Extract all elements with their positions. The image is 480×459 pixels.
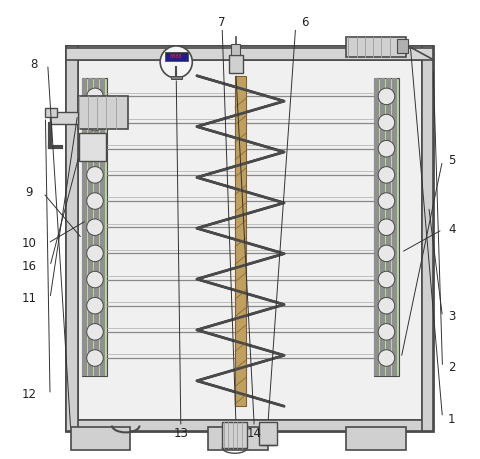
- Text: 12: 12: [22, 388, 37, 401]
- Circle shape: [377, 88, 394, 105]
- Circle shape: [86, 271, 103, 288]
- Text: 6: 6: [300, 17, 308, 29]
- Circle shape: [86, 324, 103, 340]
- Text: 7: 7: [218, 17, 226, 29]
- Bar: [373, 78, 378, 376]
- Bar: [77, 96, 128, 129]
- Circle shape: [86, 193, 103, 209]
- Bar: [88, 78, 93, 376]
- Text: 8: 8: [30, 58, 37, 71]
- Bar: [66, 48, 432, 60]
- Text: 1: 1: [447, 414, 455, 426]
- Text: 16: 16: [22, 260, 37, 273]
- Bar: [396, 39, 407, 53]
- Bar: [258, 422, 276, 445]
- Circle shape: [377, 167, 394, 183]
- Bar: [373, 78, 398, 376]
- Text: 5: 5: [447, 154, 455, 167]
- Text: 9: 9: [25, 186, 33, 199]
- Bar: [222, 422, 247, 448]
- Bar: [345, 427, 405, 450]
- Text: 4: 4: [447, 223, 455, 236]
- Bar: [385, 78, 390, 376]
- Circle shape: [377, 193, 394, 209]
- Text: 2: 2: [447, 361, 455, 374]
- Circle shape: [377, 219, 394, 235]
- Text: 14: 14: [246, 427, 261, 440]
- Bar: [45, 108, 57, 117]
- Bar: [345, 37, 405, 57]
- Bar: [165, 52, 187, 61]
- Bar: [82, 78, 87, 376]
- Text: 10: 10: [22, 237, 37, 250]
- Bar: [235, 76, 245, 406]
- Bar: [100, 78, 105, 376]
- Circle shape: [377, 114, 394, 131]
- Text: 11: 11: [22, 292, 37, 305]
- Bar: [228, 55, 242, 73]
- Bar: [231, 44, 240, 55]
- Bar: [82, 78, 107, 376]
- Text: 13: 13: [173, 427, 188, 440]
- Bar: [79, 133, 106, 161]
- Circle shape: [377, 140, 394, 157]
- Circle shape: [160, 46, 192, 78]
- Circle shape: [377, 297, 394, 314]
- Circle shape: [86, 167, 103, 183]
- Bar: [66, 46, 432, 431]
- Bar: [77, 57, 421, 420]
- Circle shape: [377, 245, 394, 262]
- Bar: [170, 76, 181, 79]
- Bar: [94, 78, 99, 376]
- Bar: [208, 427, 267, 450]
- Bar: [66, 46, 432, 60]
- Circle shape: [86, 245, 103, 262]
- Text: 8888: 8888: [169, 54, 182, 59]
- Bar: [50, 112, 77, 124]
- Circle shape: [86, 114, 103, 131]
- Bar: [66, 46, 77, 431]
- Circle shape: [86, 140, 103, 157]
- Circle shape: [377, 350, 394, 366]
- Circle shape: [86, 297, 103, 314]
- Bar: [71, 427, 130, 450]
- Bar: [379, 78, 384, 376]
- Bar: [421, 46, 432, 431]
- Bar: [66, 420, 432, 431]
- Circle shape: [86, 350, 103, 366]
- Bar: [391, 78, 396, 376]
- Circle shape: [377, 324, 394, 340]
- Text: 3: 3: [447, 310, 455, 323]
- Circle shape: [86, 219, 103, 235]
- Circle shape: [86, 88, 103, 105]
- Circle shape: [377, 271, 394, 288]
